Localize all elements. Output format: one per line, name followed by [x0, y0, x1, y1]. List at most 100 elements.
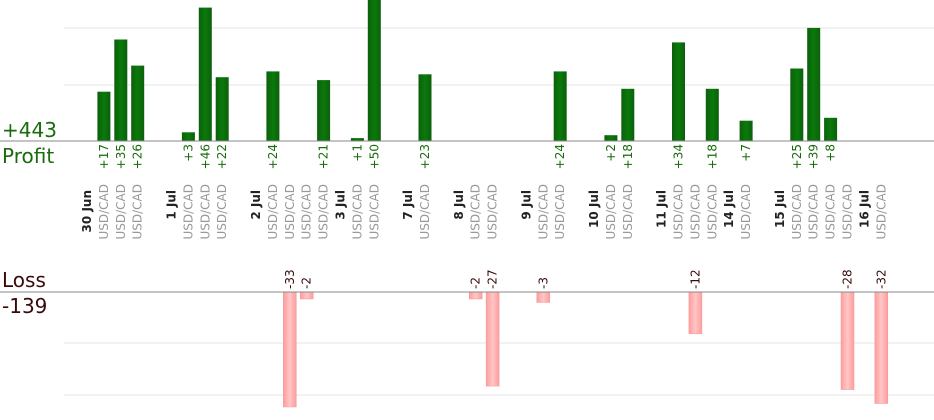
profit-value-label: +3 [181, 144, 195, 162]
profit-value-label: +26 [131, 144, 145, 169]
profit-value-label: +7 [739, 144, 753, 162]
date-label: 30 Jun [80, 190, 94, 232]
loss-value-label: -33 [283, 269, 297, 289]
date-label: 16 Jul [857, 190, 871, 228]
profit-value-label: +24 [266, 144, 280, 169]
loss-value-label: -28 [841, 269, 855, 289]
instrument-label: USD/CAD [536, 184, 550, 240]
profit-bar [604, 135, 618, 141]
instrument-label: USD/CAD [418, 184, 432, 240]
date-label: 1 Jul [165, 190, 179, 220]
instrument-label: USD/CAD [367, 184, 381, 240]
instrument-label: USD/CAD [469, 184, 483, 240]
profit-value-label: +1 [350, 144, 364, 162]
instrument-label: USD/CAD [824, 184, 838, 240]
profit-heading: Profit [2, 144, 54, 168]
profit-bar [672, 42, 685, 141]
profit-bar [367, 0, 381, 141]
loss-value-label: -12 [688, 269, 702, 289]
profit-value-label: +39 [807, 144, 821, 169]
profit-value-label: +34 [672, 144, 686, 169]
instrument-label: USD/CAD [215, 184, 229, 240]
instrument-label: USD/CAD [790, 184, 804, 240]
profit-value-label: +21 [317, 144, 331, 169]
profit-value-label: +24 [553, 144, 567, 169]
loss-bar [688, 291, 703, 335]
date-label: 2 Jul [249, 190, 263, 220]
profit-bar [198, 7, 212, 141]
loss-value-label: -3 [536, 277, 550, 289]
date-label: 11 Jul [655, 190, 669, 228]
profit-bar [739, 120, 753, 141]
instrument-label: USD/CAD [283, 184, 297, 240]
instrument-label: USD/CAD [807, 184, 821, 240]
instrument-label: USD/CAD [688, 184, 702, 240]
profit-value-label: +8 [824, 144, 838, 162]
instrument-label: USD/CAD [553, 184, 567, 240]
date-label: 7 Jul [401, 190, 415, 220]
loss-bar [299, 291, 314, 300]
instrument-label: USD/CAD [266, 184, 280, 240]
profit-bar [317, 80, 331, 141]
instrument-label: USD/CAD [486, 184, 500, 240]
instrument-label: USD/CAD [739, 184, 753, 240]
instrument-label: USD/CAD [131, 184, 145, 240]
profit-value-label: +22 [215, 144, 229, 169]
profit-value-label: +18 [621, 144, 635, 169]
loss-value-label: -32 [874, 269, 888, 289]
profit-bar [114, 39, 128, 141]
profit-bar [181, 132, 195, 141]
date-label: 15 Jul [773, 190, 787, 228]
profit-value-label: +23 [418, 144, 432, 169]
loss-value-label: -2 [300, 277, 314, 289]
profit-value-label: +35 [114, 144, 128, 169]
loss-heading: Loss [2, 268, 46, 292]
loss-value-label: -27 [486, 269, 500, 289]
loss-bar [536, 291, 551, 303]
instrument-label: USD/CAD [198, 184, 212, 240]
profit-value-label: +25 [790, 144, 804, 169]
profit-bar [807, 27, 821, 141]
profit-bar [553, 71, 567, 141]
instrument-label: USD/CAD [300, 184, 314, 240]
loss-bar [468, 291, 483, 300]
loss-value-label: -2 [469, 277, 483, 289]
instrument-label: USD/CAD [621, 184, 635, 240]
loss-bar [485, 291, 500, 387]
profit-value-label: +17 [97, 144, 111, 169]
profit-bar [790, 68, 804, 141]
instrument-label: USD/CAD [350, 184, 364, 240]
loss-total: -139 [2, 294, 47, 318]
instrument-label: USD/CAD [114, 184, 128, 240]
profit-bar [350, 138, 364, 141]
profit-bar [418, 74, 432, 141]
profit-total: +443 [2, 118, 57, 142]
instrument-label: USD/CAD [874, 184, 888, 240]
profit-bar [215, 77, 229, 141]
bars [97, 0, 889, 408]
instrument-label: USD/CAD [604, 184, 618, 240]
profit-value-label: +50 [367, 144, 381, 169]
instrument-label: USD/CAD [317, 184, 331, 240]
profit-bar [131, 65, 145, 141]
date-label: 14 Jul [722, 190, 736, 228]
value-labels: +17 +35 +26 +3 +46 +22 +24-33 -2+21 +1 +50 +23-2 -2… [97, 144, 888, 289]
date-label: 10 Jul [587, 190, 601, 228]
profit-value-label: +46 [198, 144, 212, 169]
instrument-label: USD/CAD [97, 184, 111, 240]
instrument-label: USD/CAD [705, 184, 719, 240]
profit-value-label: +2 [604, 144, 618, 162]
profit-bar [621, 88, 635, 141]
date-label: 9 Jul [519, 190, 533, 220]
profit-bar [97, 91, 111, 141]
loss-bar [283, 291, 297, 408]
date-label: 3 Jul [334, 190, 348, 220]
loss-bar [874, 291, 889, 404]
instrument-label: USD/CAD [672, 184, 686, 240]
instrument-label: USD/CAD [181, 184, 195, 240]
loss-bar [840, 291, 855, 390]
profit-bar [824, 117, 838, 141]
x-axis-labels: USD/CAD USD/CAD USD/CAD USD/CAD USD/CAD USD/C… [80, 184, 888, 240]
instrument-label: USD/CAD [841, 184, 855, 240]
